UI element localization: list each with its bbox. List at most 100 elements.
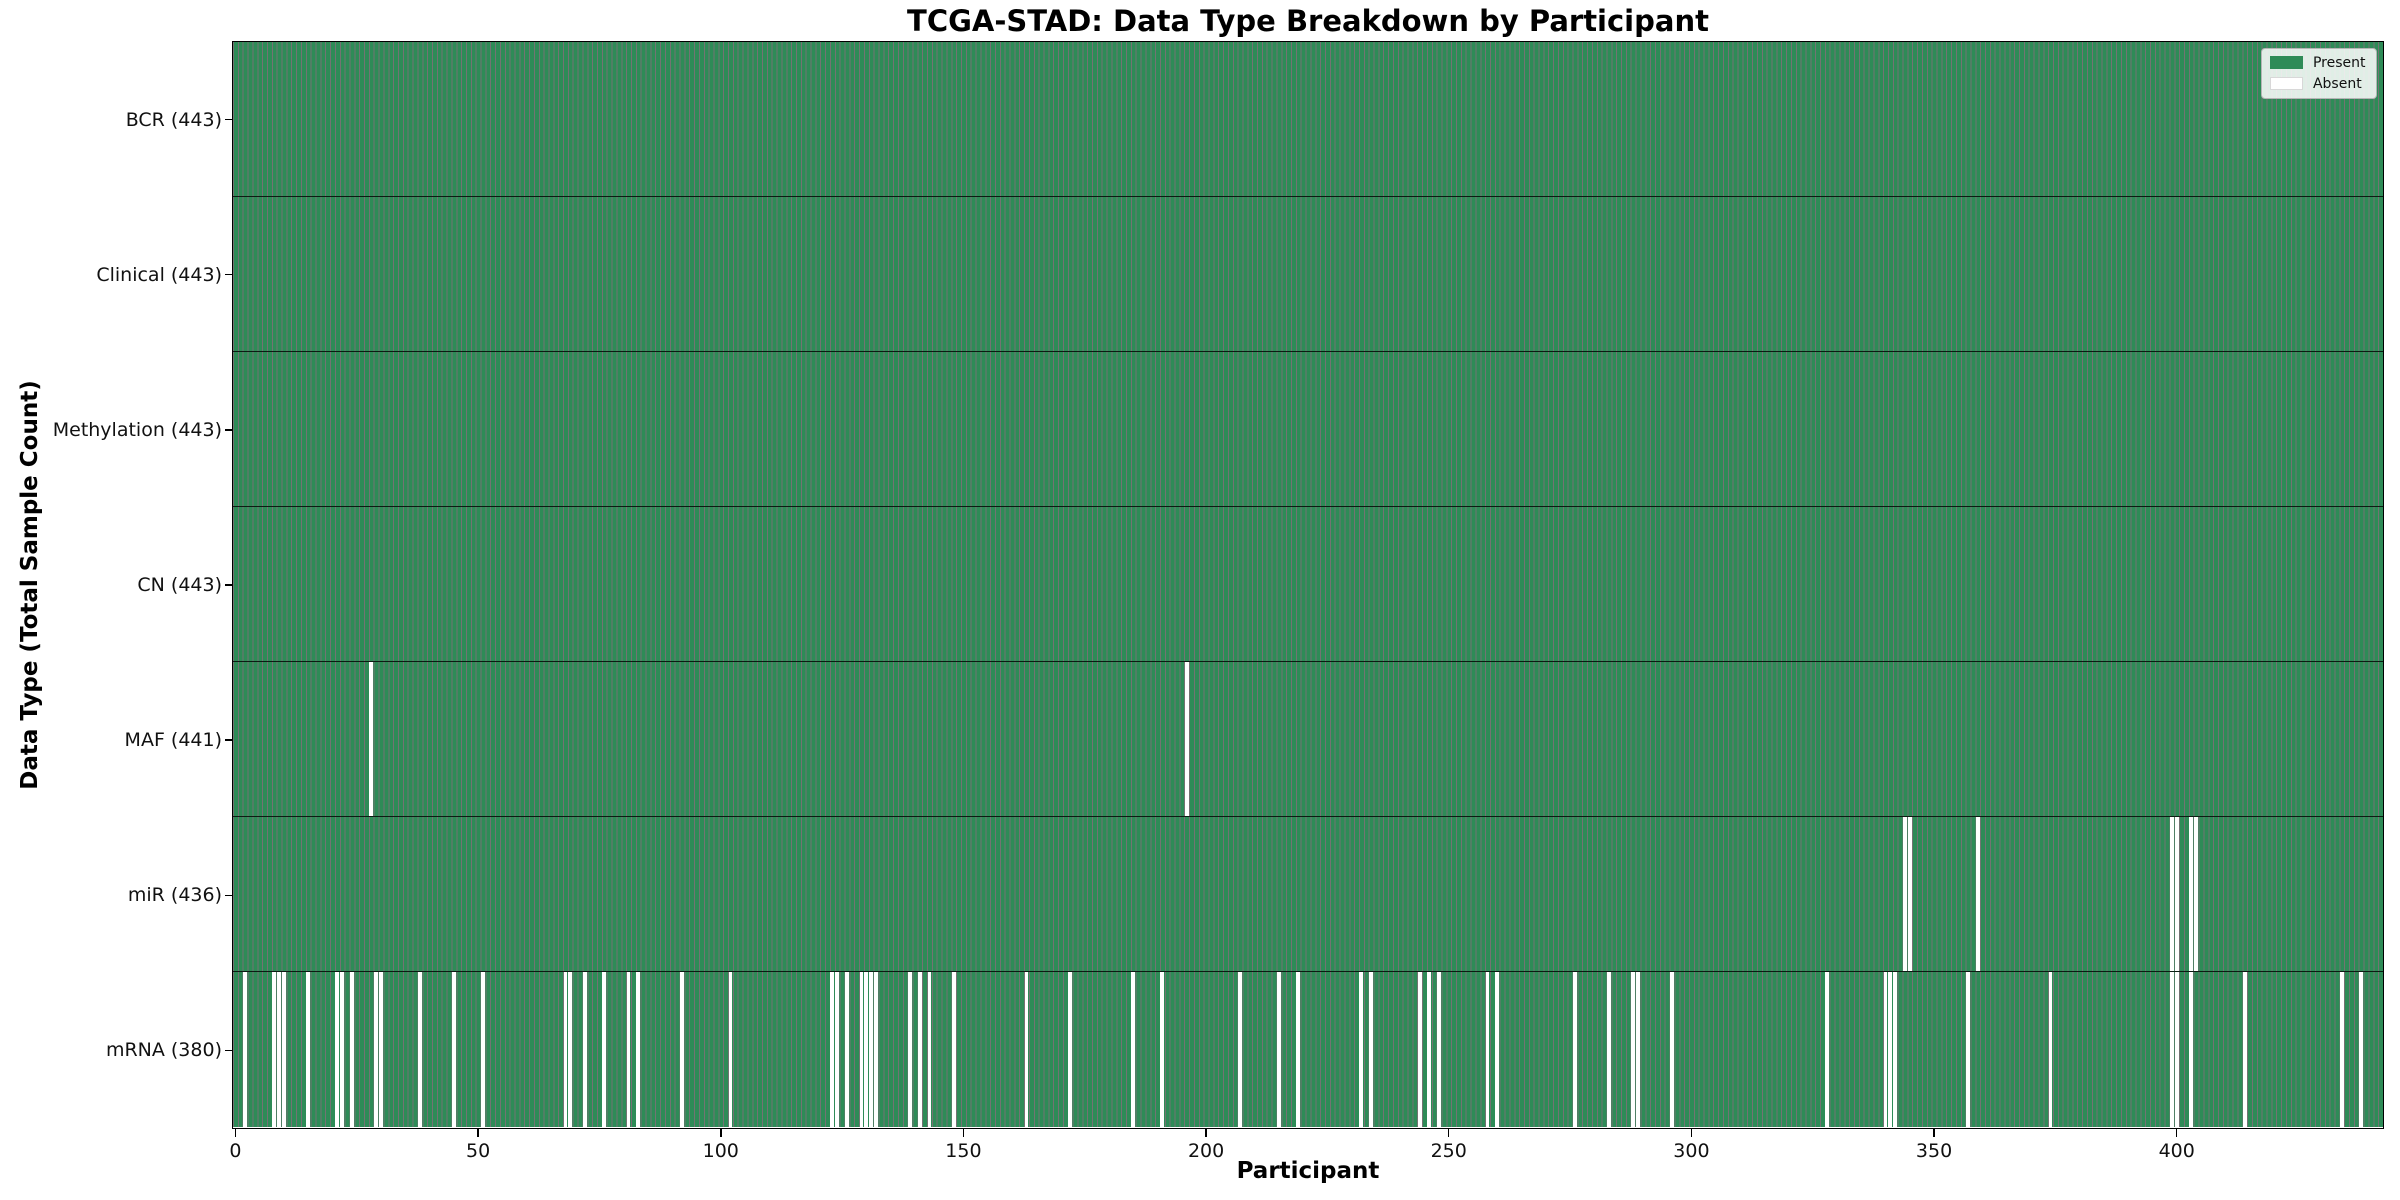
absent-cell-mRNA-9 xyxy=(277,972,282,1128)
x-tick-mark xyxy=(477,1129,479,1137)
x-tick-mark xyxy=(1205,1129,1207,1137)
legend: Present Absent xyxy=(2260,47,2377,99)
absent-cell-mRNA-434 xyxy=(2339,972,2344,1128)
absent-cell-mRNA-69 xyxy=(568,972,573,1128)
absent-cell-mRNA-92 xyxy=(680,972,684,1128)
absent-cell-mRNA-2 xyxy=(243,972,248,1128)
absent-cell-mRNA-10 xyxy=(282,972,286,1128)
absent-cell-mRNA-234 xyxy=(1369,972,1373,1128)
absent-cell-mRNA-45 xyxy=(451,972,456,1128)
y-tick-label-MAF: MAF (441) xyxy=(124,729,222,752)
absent-cell-mRNA-130 xyxy=(864,972,869,1128)
row-band-BCR xyxy=(232,41,2383,197)
absent-cell-mRNA-357 xyxy=(1966,972,1970,1128)
absent-cell-mRNA-248 xyxy=(1437,972,1441,1128)
row-band-miR xyxy=(232,817,2383,973)
y-tick-mark xyxy=(225,739,233,741)
legend-item-absent: Absent xyxy=(2269,75,2366,92)
y-tick-mark xyxy=(225,584,233,586)
absent-cell-mRNA-341 xyxy=(1888,972,1893,1128)
absent-cell-mRNA-289 xyxy=(1636,972,1640,1128)
row-band-mRNA xyxy=(232,972,2383,1128)
row-band-CN xyxy=(232,506,2383,663)
x-tick-mark xyxy=(1447,1129,1450,1137)
y-tick-mark xyxy=(225,429,233,431)
absent-cell-mRNA-163 xyxy=(1024,972,1029,1128)
y-tick-label-BCR: BCR (443) xyxy=(125,108,222,131)
x-tick-mark xyxy=(234,1129,237,1137)
absent-cell-mRNA-131 xyxy=(869,972,874,1128)
x-tick-label-250: 250 xyxy=(1430,1140,1467,1162)
absent-cell-mRNA-123 xyxy=(830,972,835,1128)
y-tick-label-miR: miR (436) xyxy=(127,884,222,907)
absent-cell-mRNA-81 xyxy=(626,972,631,1128)
absent-cell-mRNA-83 xyxy=(636,972,641,1128)
absent-cell-mRNA-374 xyxy=(2048,972,2053,1128)
absent-cell-mRNA-276 xyxy=(1573,972,1577,1128)
plot-area: Present Absent xyxy=(231,40,2384,1129)
x-tick-mark xyxy=(2175,1129,2178,1137)
y-tick-label-Clinical: Clinical (443) xyxy=(96,263,222,286)
absent-cell-mRNA-244 xyxy=(1417,972,1422,1128)
absent-cell-miR-345 xyxy=(1907,817,1912,972)
x-tick-label-350: 350 xyxy=(1915,1140,1953,1162)
absent-cell-mRNA-246 xyxy=(1427,972,1432,1128)
absent-cell-mRNA-8 xyxy=(272,972,277,1128)
absent-cell-miR-404 xyxy=(2194,817,2199,972)
absent-cell-mRNA-76 xyxy=(602,972,607,1128)
legend-present-label: Present xyxy=(2312,54,2366,71)
present-swatch-icon xyxy=(2269,56,2303,69)
x-tick-mark xyxy=(720,1129,722,1137)
x-axis-title: Participant xyxy=(1236,1158,1380,1184)
absent-swatch-icon xyxy=(2269,77,2303,90)
absent-cell-mRNA-24 xyxy=(349,972,354,1128)
x-tick-mark xyxy=(962,1129,965,1137)
absent-cell-miR-403 xyxy=(2189,817,2194,972)
absent-cell-mRNA-29 xyxy=(374,972,379,1128)
absent-cell-mRNA-296 xyxy=(1670,972,1674,1128)
absent-cell-mRNA-414 xyxy=(2242,972,2247,1128)
absent-cell-mRNA-143 xyxy=(927,972,932,1128)
absent-cell-mRNA-283 xyxy=(1606,972,1611,1128)
chart-title: TCGA-STAD: Data Type Breakdown by Partic… xyxy=(907,4,1709,38)
absent-cell-miR-359 xyxy=(1975,817,1980,972)
absent-cell-mRNA-288 xyxy=(1631,972,1636,1128)
absent-cell-miR-399 xyxy=(2169,817,2174,972)
x-tick-label-0: 0 xyxy=(229,1140,242,1162)
absent-cell-mRNA-51 xyxy=(481,972,485,1128)
y-tick-mark xyxy=(225,118,233,121)
row-band-MAF xyxy=(232,662,2383,818)
absent-cell-mRNA-15 xyxy=(306,972,311,1128)
x-tick-label-200: 200 xyxy=(1187,1140,1225,1162)
x-tick-label-100: 100 xyxy=(702,1140,739,1162)
absent-cell-miR-344 xyxy=(1903,817,1907,972)
absent-cell-mRNA-30 xyxy=(379,972,383,1128)
absent-cell-mRNA-21 xyxy=(335,972,340,1128)
absent-cell-MAF-28 xyxy=(369,662,374,817)
x-tick-label-400: 400 xyxy=(2158,1140,2195,1162)
absent-cell-mRNA-68 xyxy=(563,972,568,1128)
absent-cell-mRNA-124 xyxy=(835,972,840,1128)
absent-cell-mRNA-260 xyxy=(1495,972,1500,1128)
absent-cell-mRNA-129 xyxy=(859,972,864,1128)
x-tick-label-300: 300 xyxy=(1673,1140,1710,1162)
y-tick-mark xyxy=(225,273,233,276)
y-tick-mark xyxy=(225,894,233,897)
absent-cell-mRNA-102 xyxy=(728,972,733,1128)
x-tick-mark xyxy=(1933,1129,1935,1137)
absent-cell-mRNA-438 xyxy=(2359,972,2364,1128)
y-tick-label-CN: CN (443) xyxy=(137,574,222,596)
y-tick-label-mRNA: mRNA (380) xyxy=(105,1039,222,1062)
absent-cell-mRNA-400 xyxy=(2174,972,2179,1128)
legend-absent-label: Absent xyxy=(2312,75,2362,92)
absent-cell-miR-400 xyxy=(2174,817,2179,972)
absent-cell-MAF-196 xyxy=(1184,662,1189,817)
absent-cell-mRNA-403 xyxy=(2189,972,2194,1128)
absent-cell-mRNA-207 xyxy=(1238,972,1242,1128)
absent-cell-mRNA-219 xyxy=(1296,972,1301,1128)
absent-cell-mRNA-38 xyxy=(417,972,422,1128)
absent-cell-mRNA-399 xyxy=(2169,972,2174,1128)
absent-cell-mRNA-126 xyxy=(845,972,849,1128)
absent-cell-mRNA-328 xyxy=(1825,972,1830,1128)
